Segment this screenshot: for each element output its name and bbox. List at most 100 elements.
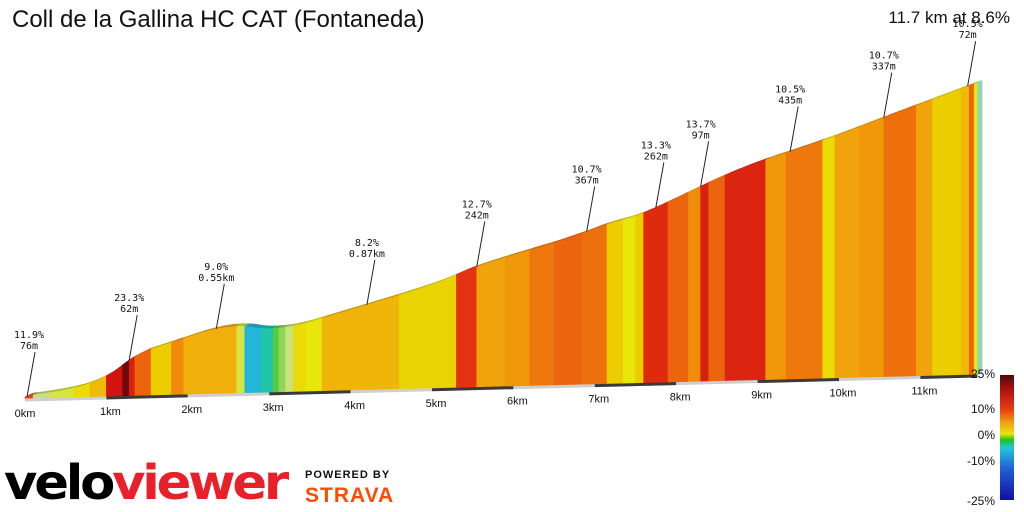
profile-segment: [236, 325, 246, 394]
profile-segment: [293, 322, 307, 393]
annotation-grade: 10.7%: [572, 165, 602, 176]
profile-segment-top: [582, 221, 613, 234]
x-tick-label: 5km: [426, 398, 447, 410]
annotation-length: 76m: [20, 341, 38, 352]
profile-segment-top: [725, 156, 771, 176]
profile-segment: [635, 212, 644, 384]
x-tick-label: 1km: [100, 406, 121, 418]
profile-segment: [688, 185, 701, 383]
legend-label: -25%: [967, 494, 995, 508]
profile-segment-top: [607, 216, 629, 225]
powered-by-label: POWERED BY: [305, 469, 390, 481]
profile-segment: [973, 82, 978, 376]
gradient-legend-bar: [1000, 375, 1014, 500]
profile-segment: [765, 152, 787, 381]
profile-segment-top: [932, 85, 967, 100]
profile-segment-top: [49, 385, 79, 393]
profile-segment-top: [151, 339, 177, 349]
legend-label: 25%: [971, 367, 995, 381]
annotation-leader-line: [967, 41, 977, 87]
annotation-length: 367m: [575, 176, 599, 187]
profile-segment: [822, 135, 836, 380]
annotation-leader-line: [700, 141, 710, 187]
profile-segment-top: [106, 362, 128, 376]
profile-segment-top: [554, 230, 588, 243]
profile-segment-top: [285, 322, 299, 328]
profile-segment: [529, 242, 555, 387]
profile-segment-top: [73, 380, 96, 388]
profile-segment: [834, 126, 860, 379]
profile-segment: [272, 327, 280, 394]
profile-segment: [785, 139, 824, 381]
profile-segment-top: [456, 263, 482, 275]
profile-segment-top: [643, 199, 674, 213]
annotation-leader-line: [476, 221, 486, 267]
profile-segment-top: [974, 79, 983, 84]
x-tick-label: 4km: [344, 400, 365, 412]
profile-segment: [667, 191, 689, 384]
x-tick-label: 3km: [263, 402, 284, 414]
profile-segment: [724, 159, 767, 382]
annotation-leader-line: [215, 283, 225, 329]
gradient-legend: 25% 10% 0% -10% -25%: [967, 367, 1014, 508]
legend-label: 0%: [978, 428, 996, 442]
profile-segment-top: [305, 315, 328, 323]
profile-segment: [708, 174, 726, 383]
profile-segment-top: [834, 124, 865, 136]
profile-segment-top: [822, 133, 840, 141]
profile-segment: [260, 327, 274, 394]
strava-logo: STRAVA: [305, 484, 394, 506]
annotation-grade: 10.7%: [869, 51, 899, 62]
profile-segment: [700, 182, 710, 383]
annotation-length: 97m: [692, 130, 710, 141]
veloviewer-logo-text: velo viewer: [4, 455, 290, 510]
segment-annotations: 11.9%76m 23.3%62m 9.0%0.55km 8.2%0.87km 12.7…: [14, 19, 983, 398]
profile-segment: [916, 98, 933, 377]
annotation-grade: 11.9%: [14, 330, 44, 341]
x-tick-label: 0km: [15, 408, 36, 420]
annotation-leader-line: [128, 314, 138, 361]
annotation-grade: 8.2%: [355, 238, 379, 249]
profile-segment-top: [623, 213, 641, 220]
profile-segment: [244, 325, 262, 394]
powered-by-strava: POWERED BY STRAVA: [305, 469, 394, 506]
profile-segment: [622, 215, 636, 385]
profile-segment: [321, 294, 400, 392]
logo-velo: velo: [4, 455, 113, 510]
profile-segment-top: [765, 150, 792, 160]
profile-segment: [456, 266, 478, 389]
profile-segment: [150, 341, 172, 397]
annotation-length: 72m: [959, 30, 977, 41]
profile-segment: [932, 88, 962, 377]
profile-segment: [859, 117, 885, 379]
annotation-length: 0.87km: [349, 249, 385, 260]
annotation-length: 435m: [778, 95, 802, 106]
km-band: [350, 388, 433, 394]
km-band: [757, 378, 840, 384]
profile-segment-top: [786, 137, 828, 153]
x-tick-label: 8km: [670, 392, 691, 404]
km-band: [594, 382, 677, 388]
profile-segment-top: [668, 189, 694, 202]
profile-segment-top: [916, 96, 938, 106]
veloviewer-logo: velo viewer: [4, 455, 293, 510]
profile-segment-top: [399, 271, 462, 295]
x-tick-label: 11km: [911, 385, 937, 397]
profile-segment: [128, 355, 136, 397]
profile-segment-top: [134, 346, 157, 357]
profile-segment: [285, 325, 294, 393]
profile-segment-top: [244, 323, 267, 329]
climb-summary: 11.7 km at 8.6%: [888, 8, 1010, 27]
profile-segment-top: [322, 292, 405, 319]
logo-viewer: viewer: [112, 455, 289, 510]
distance-axis: 0km 1km 2km 3km 4km 5km 6km 7km 8km 9km 10km 11km: [15, 374, 978, 420]
profile-segment-top: [883, 102, 922, 118]
profile-segment: [643, 201, 669, 384]
km-band: [431, 386, 514, 392]
profile-segment-top: [476, 254, 511, 267]
annotation-grade: 10.5%: [953, 19, 983, 30]
profile-segment-top: [183, 323, 242, 339]
profile-segment-top: [90, 372, 112, 383]
profile-segment: [106, 364, 123, 398]
km-band: [676, 380, 758, 386]
